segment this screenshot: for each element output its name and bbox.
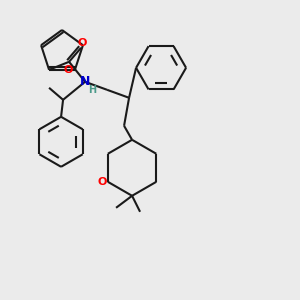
Text: O: O (64, 65, 73, 75)
Text: O: O (77, 38, 87, 48)
Text: H: H (88, 85, 96, 95)
Text: N: N (80, 75, 90, 88)
Text: O: O (98, 177, 107, 187)
